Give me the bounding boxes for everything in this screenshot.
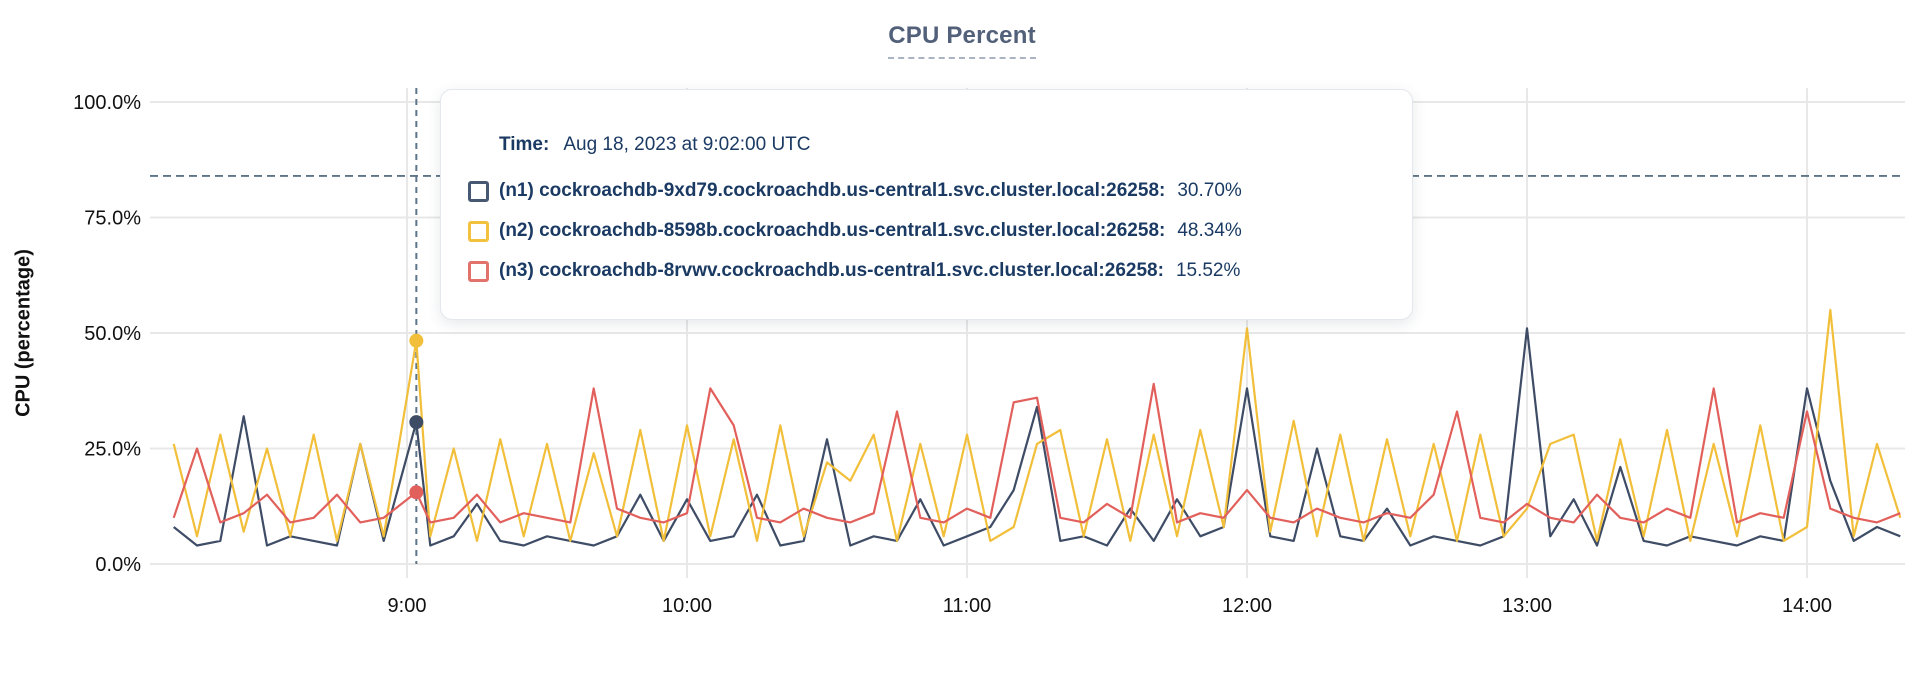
tooltip-series-row: (n3) cockroachdb-8rvwv.cockroachdb.us-ce… xyxy=(468,251,1384,291)
series-label-n1: (n1) cockroachdb-9xd79.cockroachdb.us-ce… xyxy=(499,180,1166,201)
hover-dot-n2 xyxy=(409,333,424,348)
series-value-n3: 15.52% xyxy=(1175,260,1241,281)
series-value-n1: 30.70% xyxy=(1177,180,1242,201)
series-label-n3: (n3) cockroachdb-8rvwv.cockroachdb.us-ce… xyxy=(499,260,1164,281)
x-tick-label-12:00: 12:00 xyxy=(1222,595,1272,617)
legend-swatch-n3-icon xyxy=(468,260,489,282)
series-line-n3 xyxy=(172,382,1901,524)
x-tick-label-9:00: 9:00 xyxy=(388,595,427,617)
x-tick-label-10:00: 10:00 xyxy=(662,595,712,617)
tooltip-time-value: Aug 18, 2023 at 9:02:00 UTC xyxy=(563,134,811,155)
series-label-n2: (n2) cockroachdb-8598b.cockroachdb.us-ce… xyxy=(499,220,1166,241)
x-tick-label-13:00: 13:00 xyxy=(1502,595,1552,617)
y-tick-label-75: 75.0% xyxy=(84,208,141,230)
hover-dot-n1 xyxy=(409,415,424,430)
legend-swatch-n2-icon xyxy=(468,220,489,242)
hover-dot-n3 xyxy=(409,485,424,500)
series-line-n2 xyxy=(172,308,1902,543)
y-tick-label-100: 100.0% xyxy=(73,92,141,114)
y-tick-label-25: 25.0% xyxy=(84,439,141,461)
x-tick-label-14:00: 14:00 xyxy=(1782,595,1832,617)
series-value-n2: 48.34% xyxy=(1177,220,1242,241)
y-tick-label-0: 0.0% xyxy=(95,554,141,576)
x-tick-label-11:00: 11:00 xyxy=(943,595,992,617)
series-line-n1 xyxy=(173,327,1901,547)
tooltip-series-row: (n2) cockroachdb-8598b.cockroachdb.us-ce… xyxy=(468,211,1384,251)
tooltip-time-label: Time: xyxy=(499,134,550,155)
tooltip-time-row: Time: Aug 18, 2023 at 9:02:00 UTC xyxy=(499,132,1384,157)
y-tick-label-50: 50.0% xyxy=(84,323,141,345)
legend-swatch-n1-icon xyxy=(468,180,489,202)
tooltip-series-row: (n1) cockroachdb-9xd79.cockroachdb.us-ce… xyxy=(468,171,1384,211)
chart-tooltip: Time: Aug 18, 2023 at 9:02:00 UTC (n1) co… xyxy=(440,89,1413,320)
